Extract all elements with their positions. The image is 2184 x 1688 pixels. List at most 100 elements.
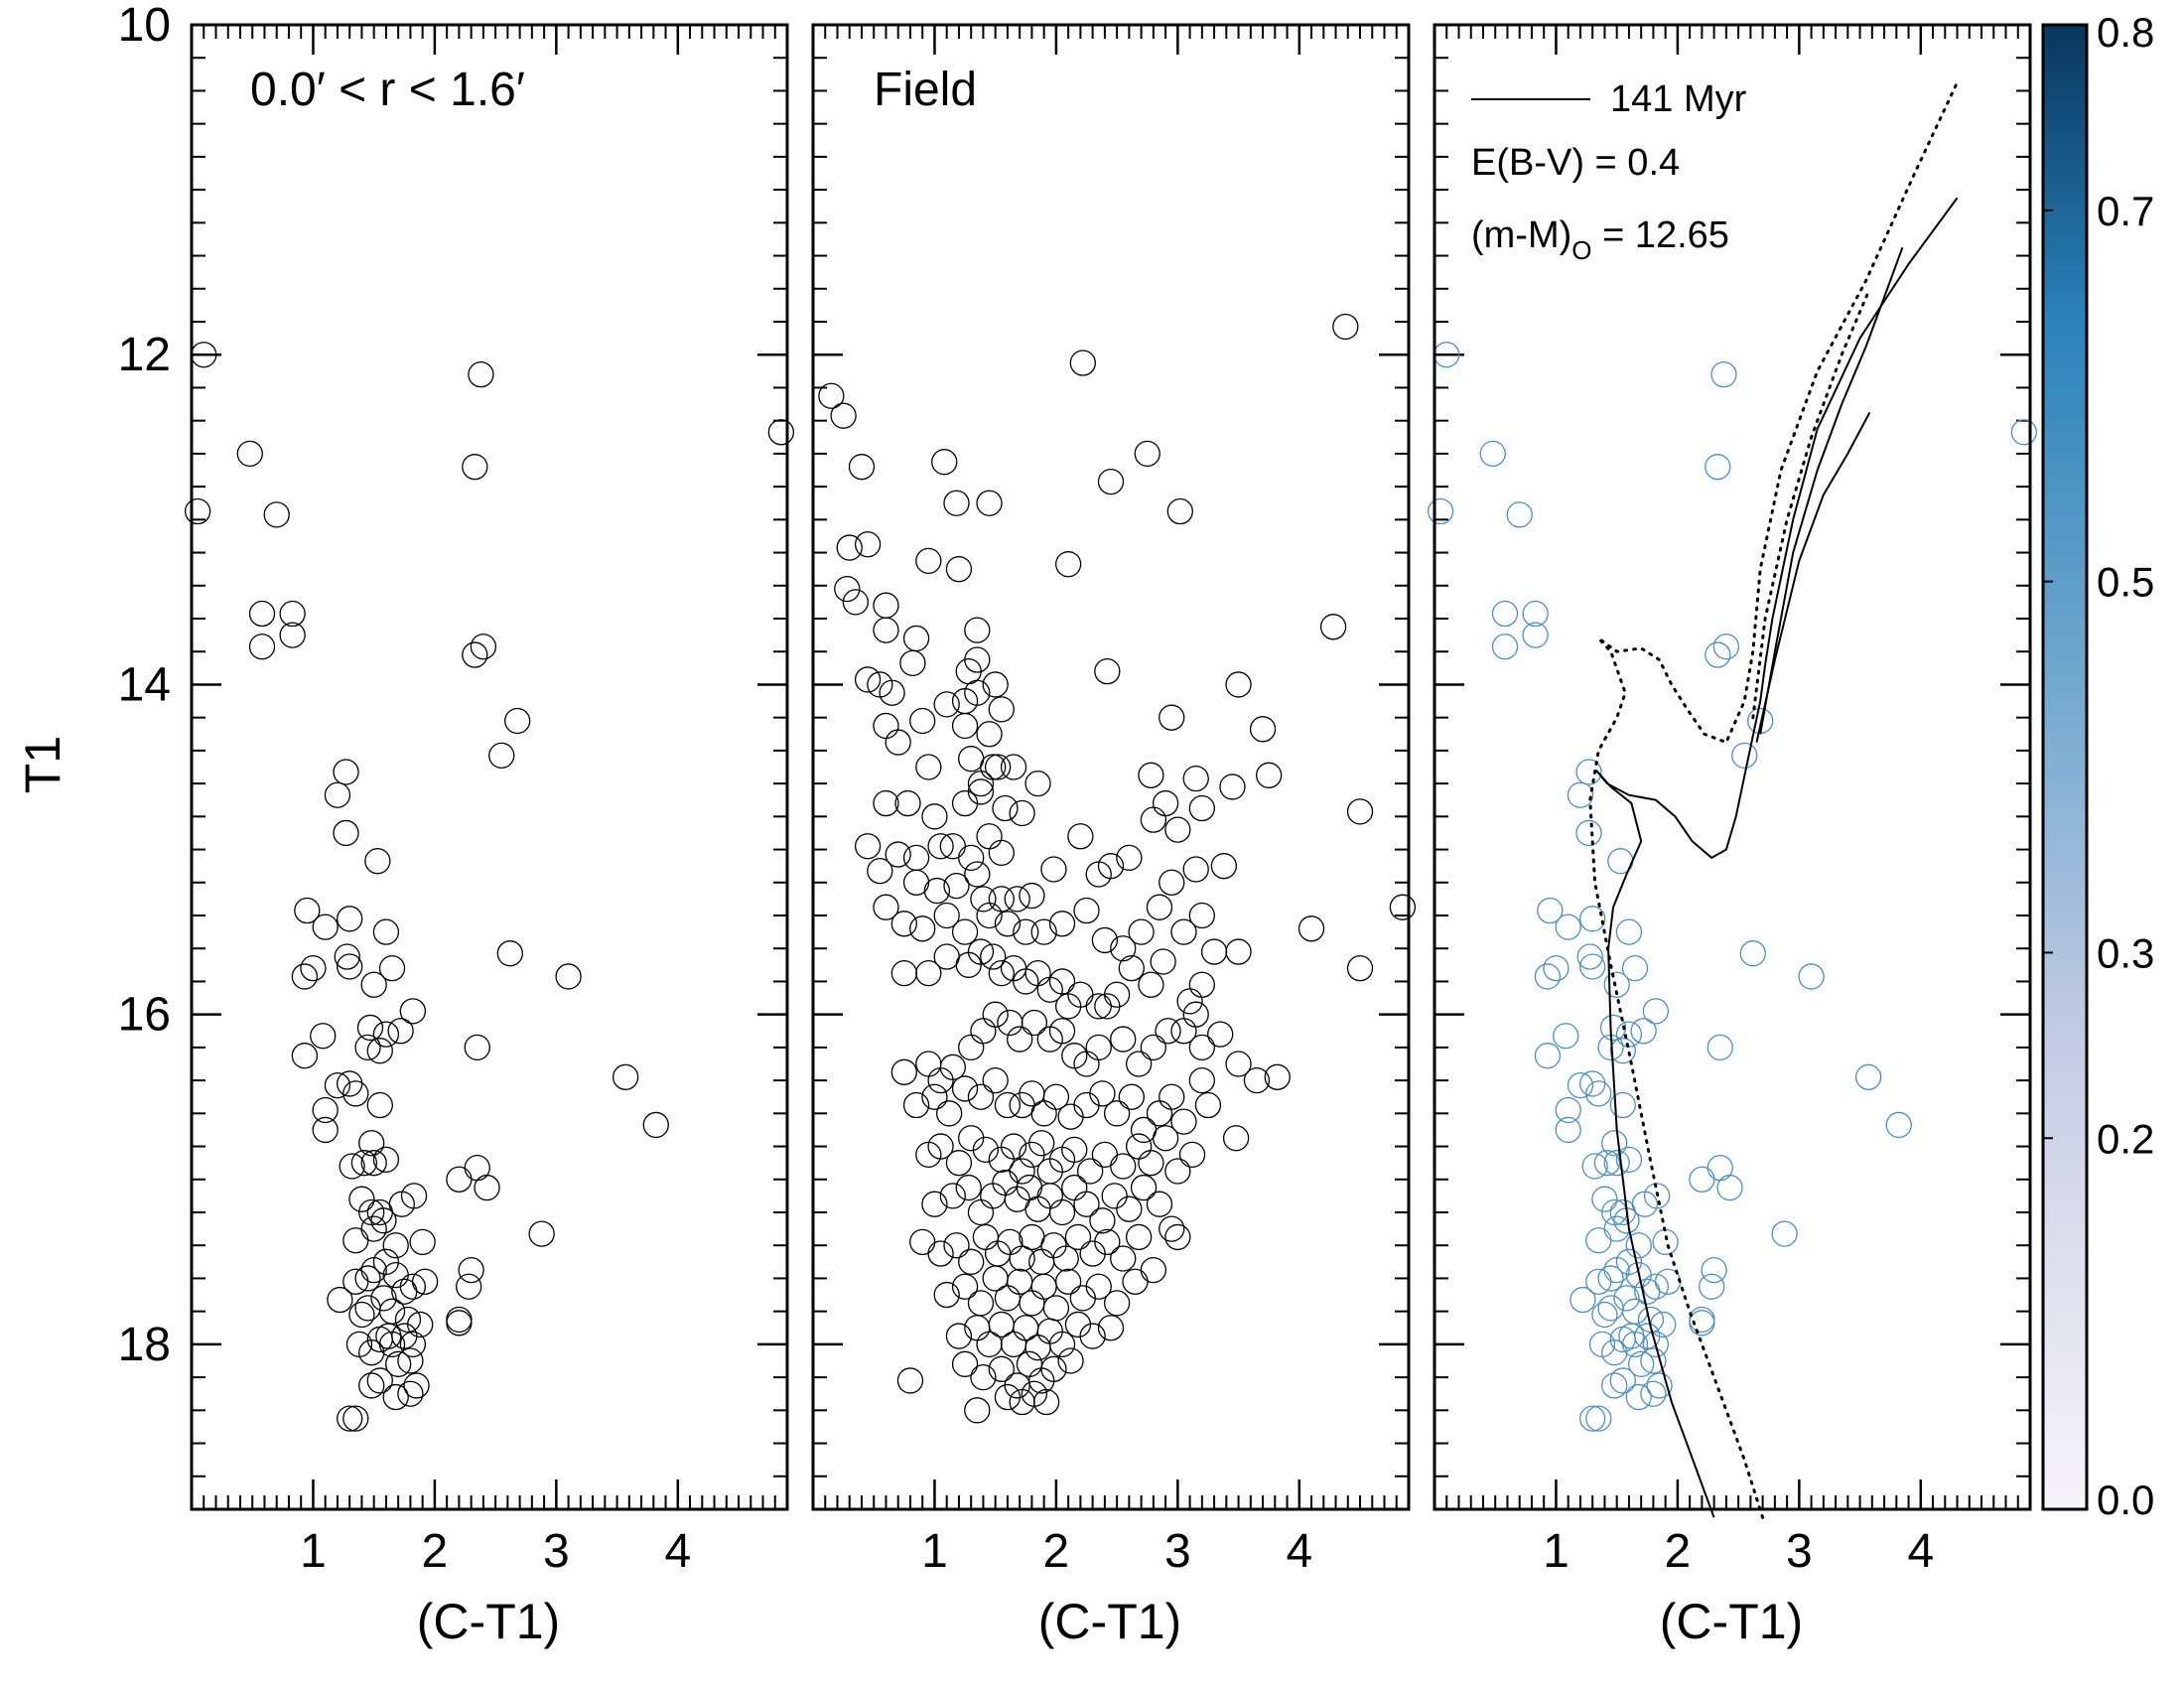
legend-distance-modulus: (m-M)O = 12.65	[1471, 214, 1729, 265]
star-marker	[385, 1350, 412, 1377]
star-marker	[1024, 1335, 1051, 1361]
star-marker	[1040, 856, 1067, 883]
star-marker	[1159, 704, 1185, 731]
star-marker	[1140, 1256, 1167, 1284]
star-marker	[1389, 894, 1417, 920]
star-marker	[1579, 906, 1606, 932]
star-marker	[894, 789, 921, 817]
star-marker	[1264, 1063, 1291, 1090]
star-marker	[1200, 938, 1228, 965]
y-axis-title: T1	[15, 736, 70, 793]
star-marker	[300, 955, 327, 982]
star-marker	[1188, 971, 1215, 998]
y-tick-label: 12	[118, 329, 171, 381]
x-axis-title-3: (C-T1)	[1660, 1594, 1803, 1649]
star-marker	[972, 1223, 1000, 1251]
star-marker	[1637, 1306, 1665, 1334]
isochrone-dotted	[1588, 80, 1959, 1519]
star-marker	[994, 1091, 1022, 1119]
star-marker	[1579, 1070, 1606, 1097]
star-marker	[1152, 1125, 1179, 1152]
colorbar-tick-label: 0.2	[2097, 1115, 2154, 1162]
star-marker	[370, 1285, 397, 1312]
star-marker	[388, 1191, 415, 1217]
star-marker	[1079, 1240, 1106, 1267]
x-tick-label: 2	[1665, 1525, 1692, 1578]
star-marker	[988, 839, 1015, 867]
y-tick-label: 10	[118, 0, 171, 52]
star-marker	[382, 1232, 409, 1259]
legend-dm-prefix: (m-M)	[1471, 214, 1571, 256]
star-marker	[356, 1014, 384, 1042]
star-marker	[1591, 1301, 1618, 1329]
panel-frame	[811, 23, 1411, 1511]
star-marker	[1077, 1158, 1104, 1185]
star-marker	[943, 1232, 970, 1259]
star-marker	[1048, 1018, 1076, 1045]
star-marker	[470, 633, 497, 660]
star-marker	[1194, 1091, 1222, 1119]
star-marker	[1089, 1080, 1116, 1107]
star-marker	[1166, 497, 1193, 525]
star-marker	[324, 781, 351, 808]
star-marker	[342, 1405, 369, 1432]
star-marker	[1731, 742, 1758, 770]
star-marker	[972, 1136, 1000, 1164]
star-marker	[1021, 1009, 1048, 1037]
star-marker	[1110, 935, 1137, 962]
star-marker	[504, 707, 531, 735]
star-marker	[1030, 1273, 1057, 1300]
star-marker	[1603, 1150, 1630, 1177]
star-marker	[951, 712, 979, 740]
star-marker	[967, 1290, 995, 1317]
star-marker	[1042, 1083, 1070, 1110]
star-marker	[1579, 1405, 1606, 1432]
star-marker	[358, 1372, 385, 1399]
star-marker	[854, 833, 882, 860]
star-marker	[337, 1405, 363, 1432]
star-marker	[879, 679, 905, 706]
star-marker	[1182, 1001, 1209, 1028]
x-tick-label: 2	[422, 1525, 449, 1578]
star-marker	[1009, 1245, 1035, 1272]
star-marker	[1575, 819, 1602, 847]
star-marker	[1491, 633, 1519, 660]
star-marker	[1176, 988, 1203, 1015]
star-marker	[1225, 1051, 1252, 1077]
star-marker	[1642, 998, 1670, 1025]
star-marker	[1601, 1339, 1628, 1366]
star-marker	[337, 906, 363, 932]
star-marker	[1581, 1153, 1608, 1180]
x-tick-label: 2	[1043, 1525, 1070, 1578]
star-marker	[945, 1323, 973, 1349]
star-marker	[854, 666, 882, 693]
star-marker	[1427, 497, 1454, 525]
star-marker	[921, 1191, 948, 1217]
star-marker	[982, 1265, 1009, 1292]
star-marker	[1601, 1130, 1628, 1157]
star-marker	[399, 1273, 427, 1300]
star-marker	[364, 848, 391, 875]
star-marker	[446, 1166, 473, 1193]
star-marker	[339, 1153, 365, 1180]
star-marker	[1543, 955, 1570, 982]
star-marker	[375, 1323, 402, 1349]
star-marker	[333, 819, 359, 847]
star-marker	[294, 897, 321, 924]
star-marker	[1126, 1133, 1153, 1160]
star-marker	[988, 1311, 1015, 1338]
panel-frame	[190, 23, 789, 1511]
star-marker	[1219, 774, 1246, 800]
star-marker	[248, 633, 276, 660]
star-marker	[312, 914, 339, 940]
star-marker	[1249, 716, 1277, 743]
star-marker	[927, 1133, 954, 1160]
star-marker	[1069, 350, 1096, 376]
colorbar-tick-label: 0.0	[2097, 1477, 2154, 1523]
star-marker	[1073, 897, 1100, 924]
star-marker	[1689, 1166, 1715, 1193]
star-marker	[1534, 1043, 1562, 1069]
star-marker	[1579, 953, 1606, 980]
star-marker	[931, 449, 958, 476]
star-marker	[399, 1331, 427, 1358]
